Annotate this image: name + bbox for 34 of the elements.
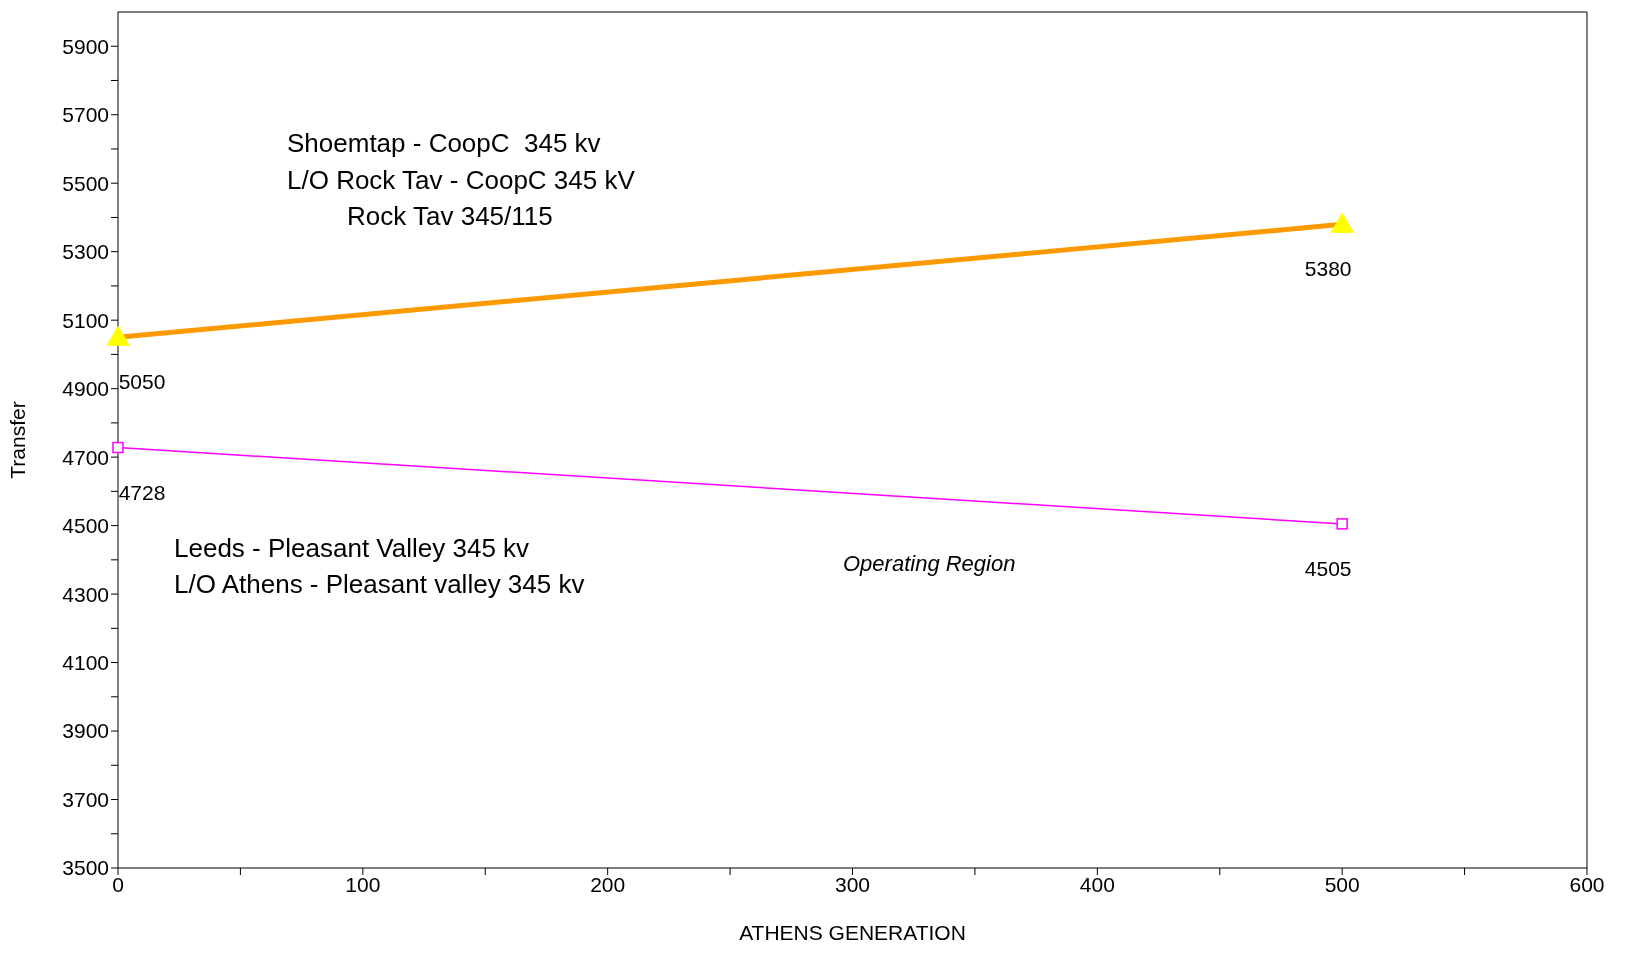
point: [112, 441, 124, 454]
x-tick-label: 600: [1569, 872, 1605, 896]
y-tick-label: 3900: [62, 719, 109, 743]
y-tick-label: 5300: [62, 240, 109, 264]
data-label: 5050: [118, 370, 166, 394]
data-label: 4728: [118, 480, 166, 504]
x-tick-label: 0: [112, 872, 124, 896]
y-tick-label: 5900: [62, 34, 109, 58]
annotation: Rock Tav 345/115: [347, 201, 553, 232]
annotation: L/O Athens - Pleasant valley 345 kv: [174, 569, 585, 600]
x-tick-label: 400: [1079, 872, 1115, 896]
y-tick-label: 4300: [62, 582, 109, 606]
y-tick-label: 4500: [62, 514, 109, 538]
x-tick-label: 200: [590, 872, 626, 896]
y-tick-label: 4900: [62, 377, 109, 401]
x-tick-label: 500: [1324, 872, 1360, 896]
y-tick-label: 4100: [62, 651, 109, 675]
x-tick-label: 100: [345, 872, 381, 896]
x-tick-label: 300: [834, 872, 871, 896]
annotation: Operating Region: [843, 551, 1016, 577]
annotation: L/O Rock Tav - CoopC 345 kV: [287, 165, 635, 196]
y-tick-label: 4700: [62, 445, 109, 469]
x-axis-title: ATHENS GENERATION: [739, 921, 966, 944]
y-tick-label: 3700: [62, 787, 109, 811]
data-label: 5380: [1304, 257, 1352, 281]
annotation: Leeds - Pleasant Valley 345 kv: [174, 533, 530, 564]
annotation: Shoemtap - CoopC 345 kv: [287, 128, 601, 159]
y-tick-label: 5100: [62, 308, 109, 332]
y-axis-title: Transfer: [6, 401, 30, 479]
point: [1336, 518, 1348, 530]
y-tick-label: 5500: [62, 171, 109, 195]
data-label: 4505: [1304, 556, 1352, 580]
y-tick-label: 3500: [62, 856, 109, 880]
y-tick-label: 5700: [62, 103, 109, 127]
